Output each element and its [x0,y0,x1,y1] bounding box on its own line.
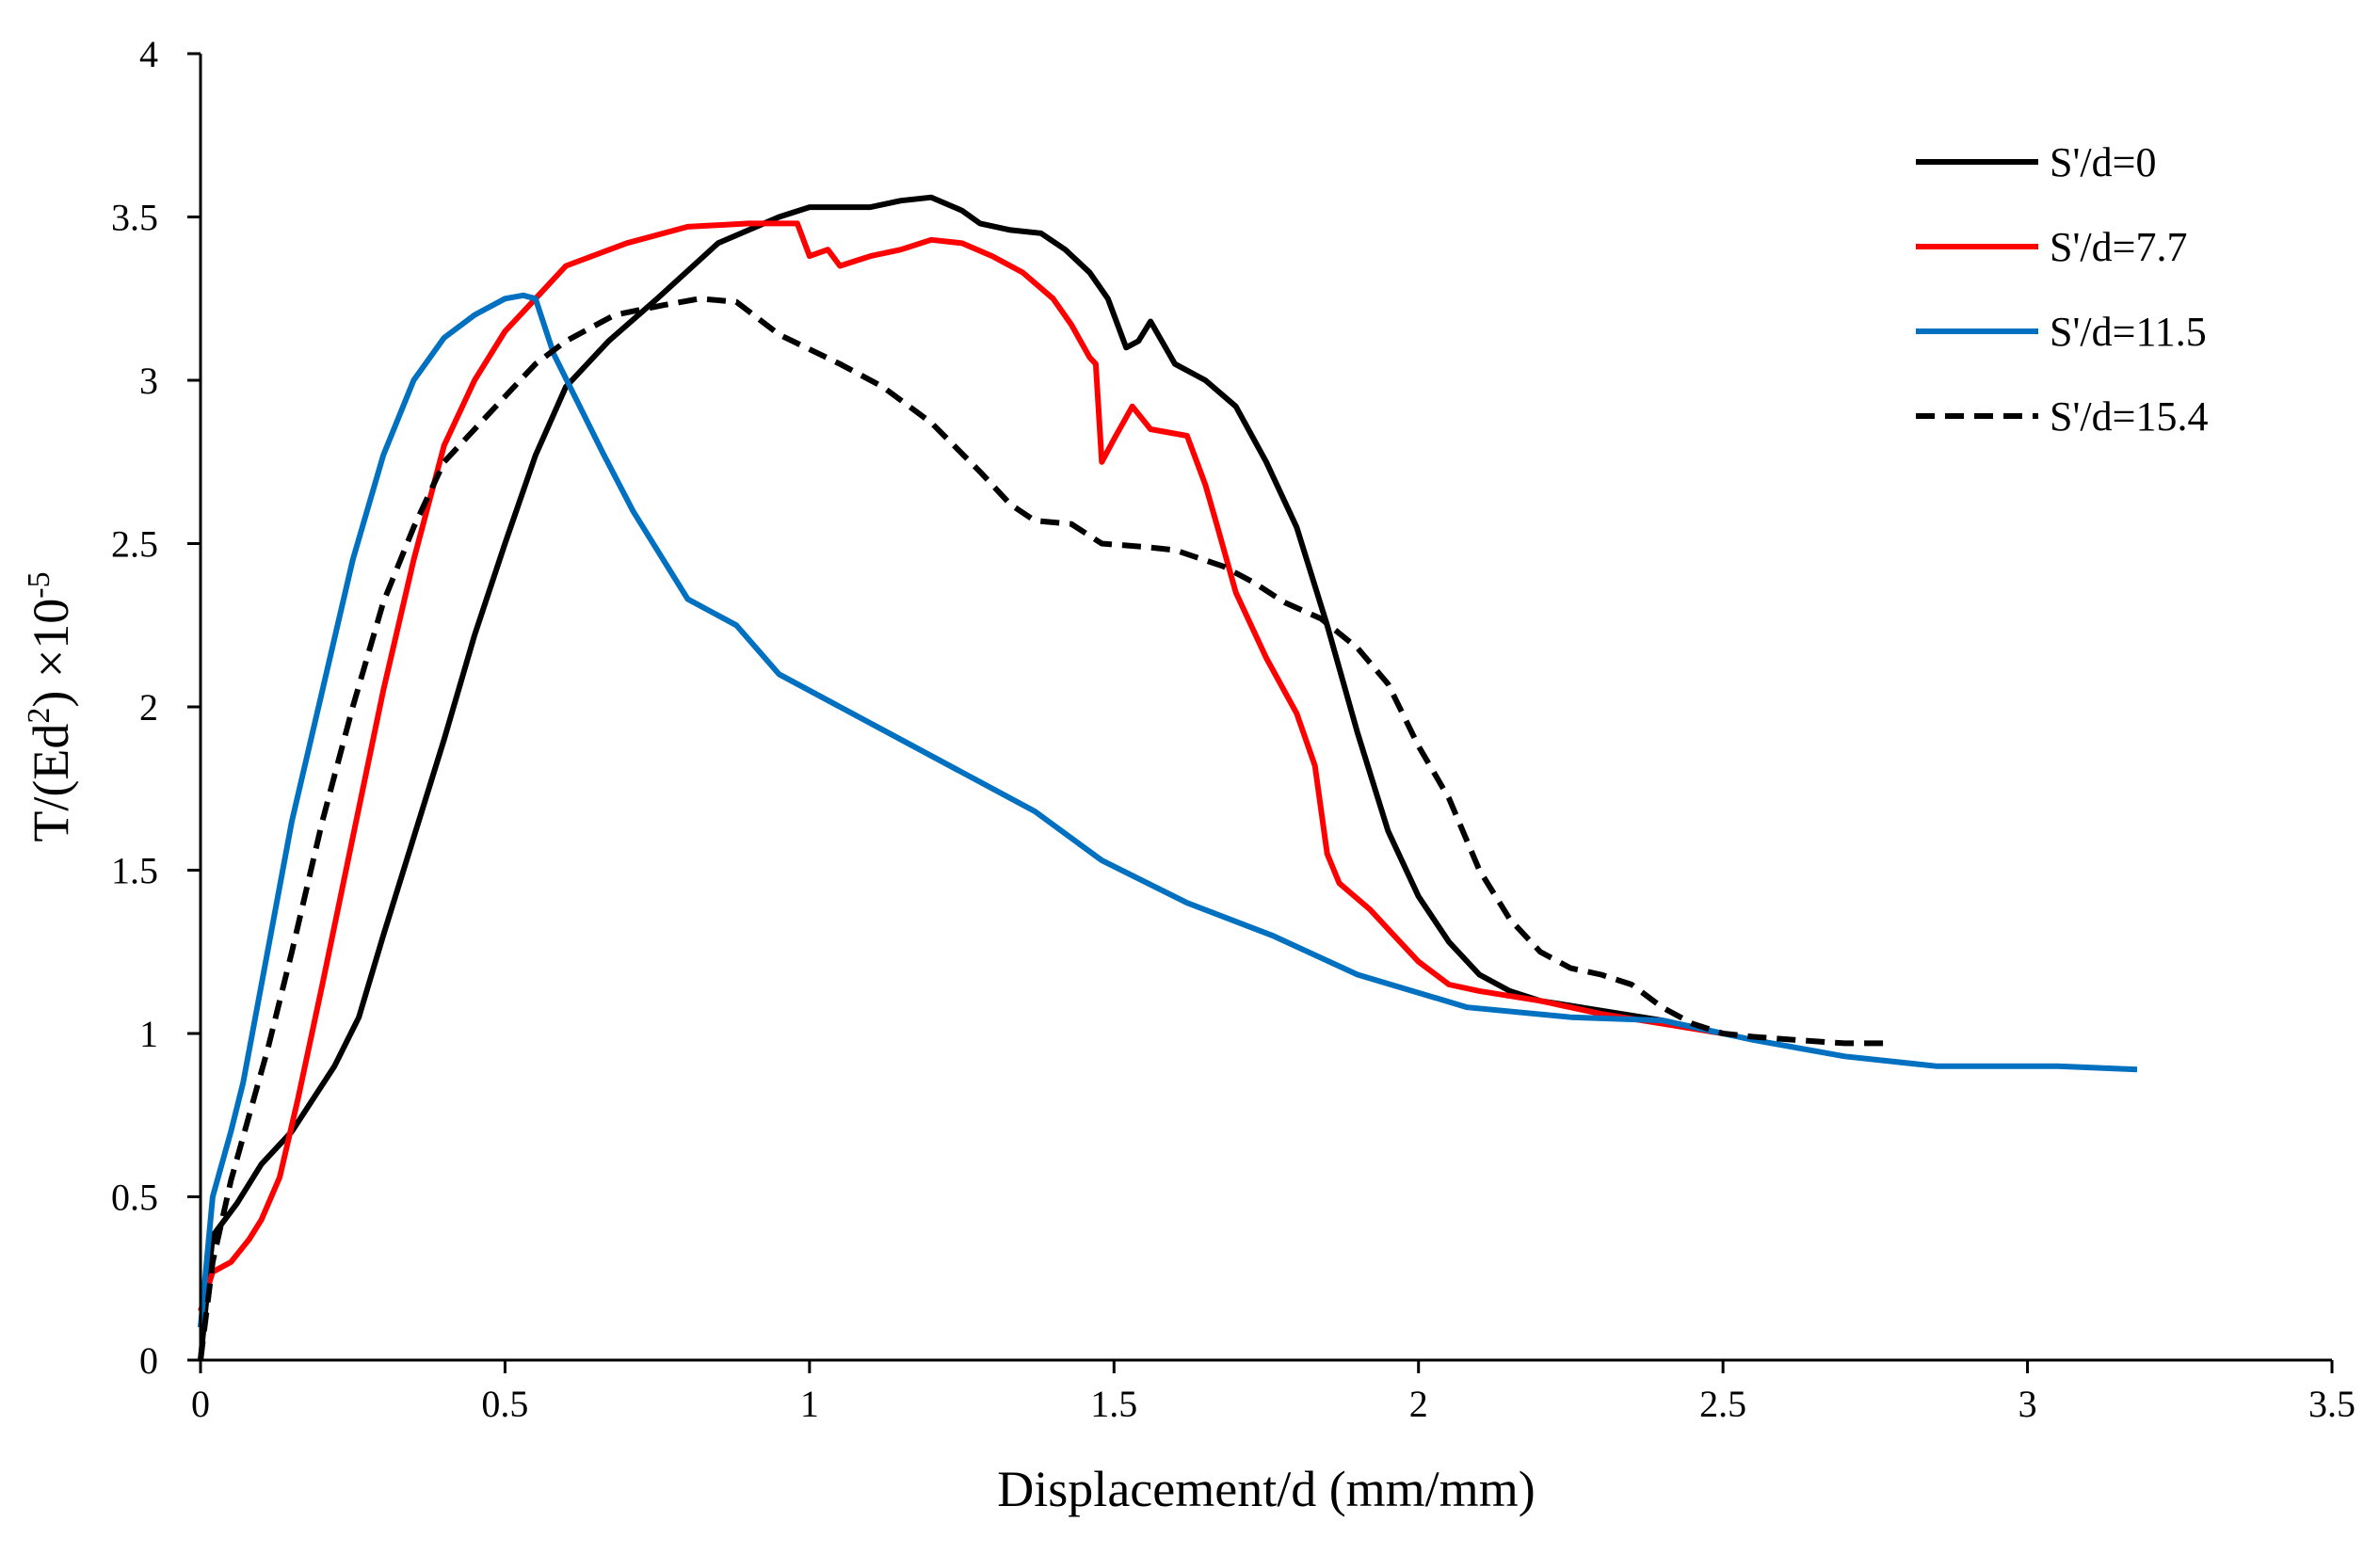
y-title-middle: ) ×10 [23,599,79,708]
series-line-2 [198,220,1724,1312]
legend: S'/d=0 S'/d=7.7 S'/d=11.5 S'/d=15.4 [1916,139,2208,440]
legend-label-3: S'/d=11.5 [2050,309,2207,355]
y-tick-label: 0 [139,1339,158,1382]
y-title-prefix: T/(Ed [23,724,79,842]
x-tick-label: 3 [2018,1383,2037,1425]
y-tick-label: 3 [139,360,158,402]
y-tick-label: 1 [139,1013,158,1055]
legend-label-1: S'/d=0 [2050,139,2156,185]
series-line-4 [198,296,1888,1361]
y-tick-label: 3.5 [111,197,158,239]
axes: 0 0.5 1 1.5 2 2.5 3 3.5 0 0.5 1 1.5 2 2.5 3 3.5 4 [111,33,2356,1425]
x-tick-label: 0.5 [481,1383,528,1425]
y-title-superscript-1: 2 [22,708,56,724]
legend-label-4: S'/d=15.4 [2050,393,2208,440]
y-tick-label: 4 [139,33,158,75]
plot-area [198,194,2138,1361]
y-tick-label: 2.5 [111,523,158,566]
y-axis-ticks: 0 0.5 1 1.5 2 2.5 3 3.5 4 [111,33,201,1382]
y-title-superscript-2: -5 [22,571,56,598]
x-axis-ticks: 0 0.5 1 1.5 2 2.5 3 3.5 [191,1360,2356,1425]
legend-label-2: S'/d=7.7 [2050,224,2187,270]
x-tick-label: 0 [191,1383,210,1425]
y-tick-label: 0.5 [111,1177,158,1219]
x-tick-label: 2.5 [1699,1383,1746,1425]
series-line-3 [198,292,2138,1328]
x-tick-label: 3.5 [2308,1383,2356,1425]
x-tick-label: 2 [1409,1383,1428,1425]
y-tick-label: 2 [139,686,158,729]
x-tick-label: 1 [800,1383,819,1425]
x-axis-title: Displacement/d (mm/mm) [997,1461,1535,1517]
x-tick-label: 1.5 [1090,1383,1137,1425]
y-axis-title: T/(Ed2) ×10-5 [22,571,79,841]
series-line-1 [198,194,1724,1361]
y-tick-label: 1.5 [111,850,158,892]
